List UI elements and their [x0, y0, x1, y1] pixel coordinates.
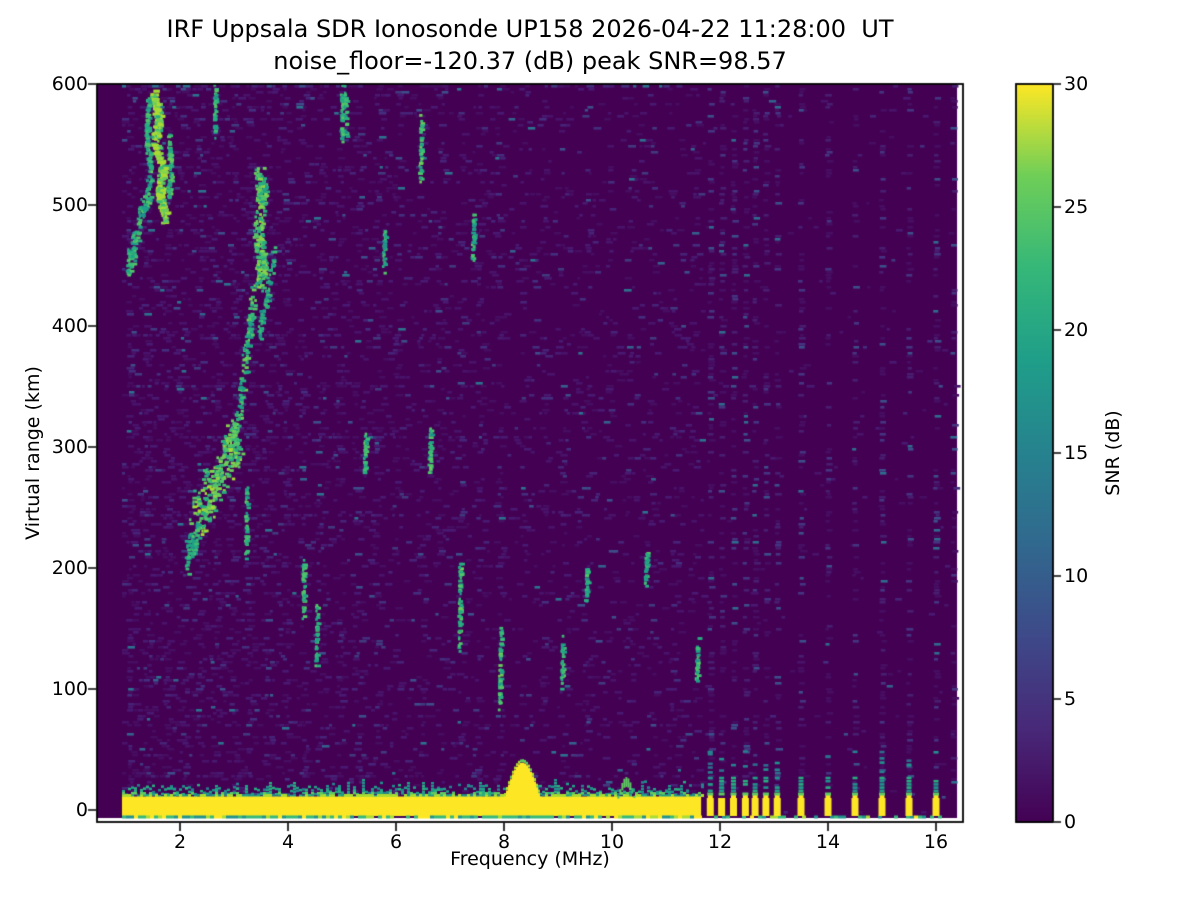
ytick-label: 600: [51, 73, 88, 95]
xtick-label: 6: [389, 831, 403, 853]
ctick-label: 15: [1064, 442, 1089, 464]
ytick-label: 300: [51, 436, 88, 458]
ctick-label: 20: [1064, 319, 1089, 341]
ctick-label: 10: [1064, 565, 1089, 587]
xtick-label: 12: [707, 831, 733, 853]
xtick-label: 2: [173, 831, 187, 853]
ytick-label: 0: [75, 799, 88, 821]
xtick-label: 10: [599, 831, 625, 853]
ytick-label: 200: [51, 557, 88, 579]
plot-title: IRF Uppsala SDR Ionosonde UP158 2026-04-…: [166, 15, 894, 43]
x-axis-label: Frequency (MHz): [450, 848, 610, 870]
ctick-label: 25: [1064, 196, 1089, 218]
ctick-label: 30: [1064, 73, 1089, 95]
ytick-label: 500: [51, 194, 88, 216]
xtick-label: 4: [281, 831, 295, 853]
ytick-label: 100: [51, 678, 88, 700]
xtick-label: 16: [923, 831, 949, 853]
ytick-label: 400: [51, 315, 88, 337]
xtick-label: 14: [815, 831, 841, 853]
plot-subtitle: noise_floor=-120.37 (dB) peak SNR=98.57: [273, 47, 787, 75]
ctick-label: 5: [1064, 688, 1077, 710]
ctick-label: 0: [1064, 811, 1077, 833]
xtick-label: 8: [497, 831, 511, 853]
